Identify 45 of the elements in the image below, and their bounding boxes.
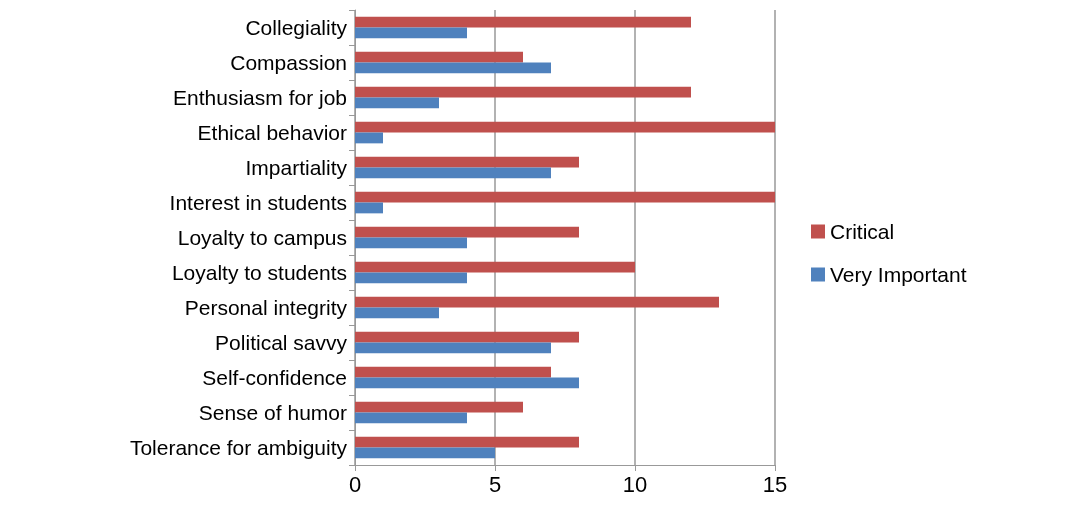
bar xyxy=(355,412,467,424)
bar xyxy=(355,436,579,448)
y-tick-label: Loyalty to students xyxy=(171,261,347,284)
x-tick-label: 15 xyxy=(762,471,788,497)
bar xyxy=(355,191,775,203)
y-tick-label: Sense of humor xyxy=(198,401,347,424)
y-tick-label: Ethical behavior xyxy=(197,121,347,144)
y-tick-label: Loyalty to campus xyxy=(177,226,347,249)
bar xyxy=(355,167,551,179)
bar xyxy=(355,132,383,144)
bar xyxy=(355,16,691,28)
legend-label: Critical xyxy=(830,220,895,243)
bar xyxy=(355,97,439,109)
y-tick-label: Impartiality xyxy=(245,156,348,179)
bar xyxy=(355,226,579,238)
y-tick-label: Enthusiasm for job xyxy=(173,86,347,109)
bar xyxy=(355,272,467,284)
bar xyxy=(355,27,467,39)
bar xyxy=(355,121,775,133)
y-tick-label: Personal integrity xyxy=(184,296,348,319)
bar xyxy=(355,401,523,413)
bar xyxy=(355,156,579,168)
bar xyxy=(355,447,495,459)
y-tick-label: Political savvy xyxy=(215,331,348,354)
x-tick-label: 5 xyxy=(488,471,502,497)
y-tick-label: Self-confidence xyxy=(202,366,347,389)
y-tick-label: Interest in students xyxy=(169,191,347,214)
bar xyxy=(355,331,579,343)
bar xyxy=(355,261,635,273)
bar xyxy=(355,342,551,354)
bar xyxy=(355,51,523,63)
x-tick-label: 10 xyxy=(622,471,648,497)
bar xyxy=(355,307,439,319)
bar xyxy=(355,86,691,98)
x-tick-label: 0 xyxy=(348,471,362,497)
bar xyxy=(355,202,383,214)
legend-label: Very Important xyxy=(830,263,967,286)
bar xyxy=(355,366,551,378)
y-tick-label: Tolerance for ambiguity xyxy=(129,436,348,459)
y-tick-label: Compassion xyxy=(230,51,347,74)
bar xyxy=(355,62,551,74)
bar xyxy=(355,377,579,389)
bar xyxy=(355,237,467,249)
y-tick-label: Collegiality xyxy=(245,16,348,39)
bar xyxy=(355,296,719,308)
